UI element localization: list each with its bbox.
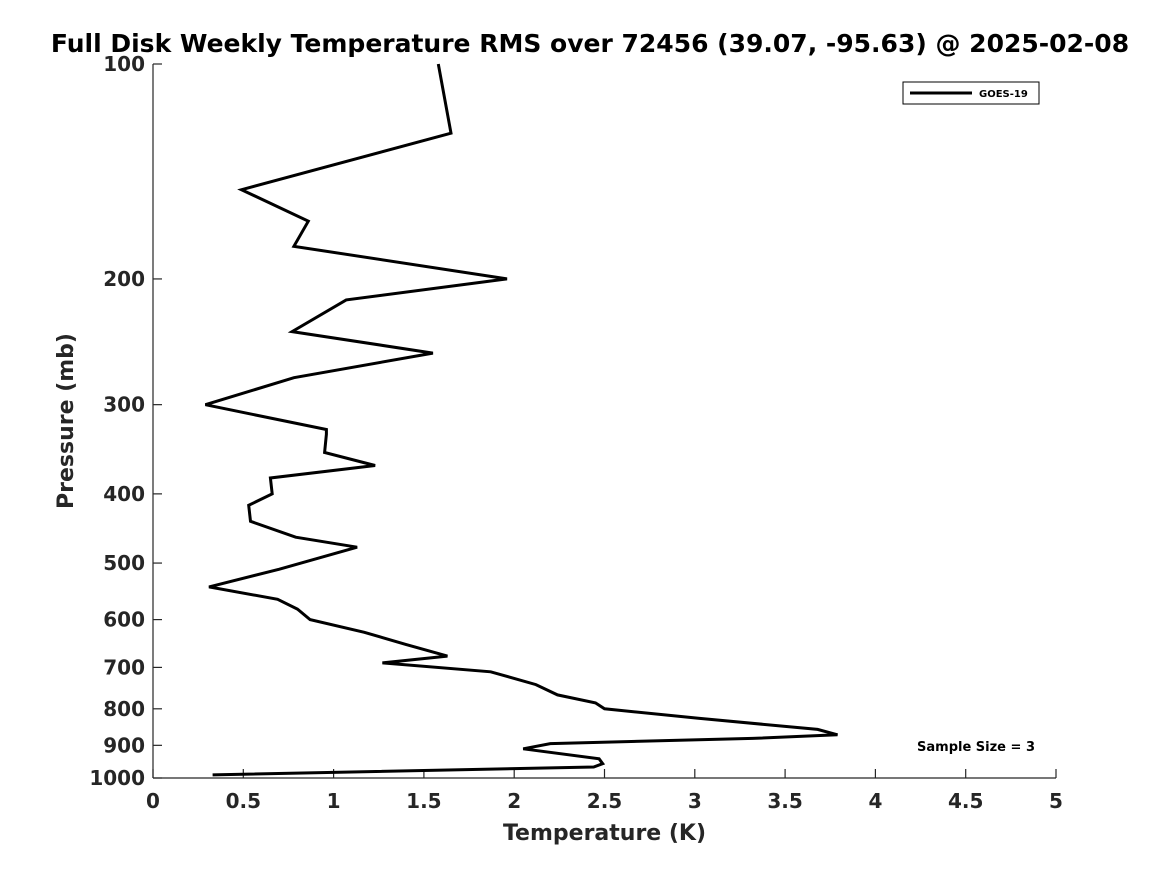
x-tick-label: 0.5	[226, 789, 261, 813]
x-axis-label: Temperature (K)	[503, 821, 706, 846]
series-layer	[204, 63, 838, 777]
x-tick-label: 1	[327, 789, 341, 813]
x-tick-label: 0	[146, 789, 160, 813]
y-tick-label: 1000	[89, 766, 145, 790]
x-tick-label: 2	[507, 789, 521, 813]
x-tick-label: 3	[688, 789, 702, 813]
y-tick-label: 500	[103, 551, 145, 575]
series-line-goes-19	[204, 63, 838, 777]
x-tick-label: 2.5	[587, 789, 622, 813]
chart-title: Full Disk Weekly Temperature RMS over 72…	[51, 29, 1129, 58]
x-tick-label: 1.5	[406, 789, 441, 813]
y-tick-label: 300	[103, 393, 145, 417]
x-axis-ticks: 0 0.5 1 1.5 2 2.5 3 3.5 4 4.5 5	[146, 769, 1063, 813]
y-tick-label: 700	[103, 655, 145, 679]
y-tick-label: 200	[103, 267, 145, 291]
x-tick-label: 4.5	[948, 789, 983, 813]
y-axis-ticks: 100 200 300 400 500 600 700 800 900 1000	[89, 52, 162, 790]
y-tick-label: 800	[103, 697, 145, 721]
x-tick-label: 3.5	[767, 789, 802, 813]
x-tick-label: 5	[1049, 789, 1063, 813]
y-tick-label: 600	[103, 608, 145, 632]
y-axis-label: Pressure (mb)	[54, 333, 79, 509]
y-tick-label: 900	[103, 733, 145, 757]
sample-size-annotation: Sample Size = 3	[917, 740, 1035, 755]
y-tick-label: 400	[103, 482, 145, 506]
x-tick-label: 4	[868, 789, 882, 813]
y-tick-label: 100	[103, 52, 145, 76]
legend-label-goes-19: GOES-19	[979, 89, 1028, 100]
legend: GOES-19	[902, 81, 1040, 105]
